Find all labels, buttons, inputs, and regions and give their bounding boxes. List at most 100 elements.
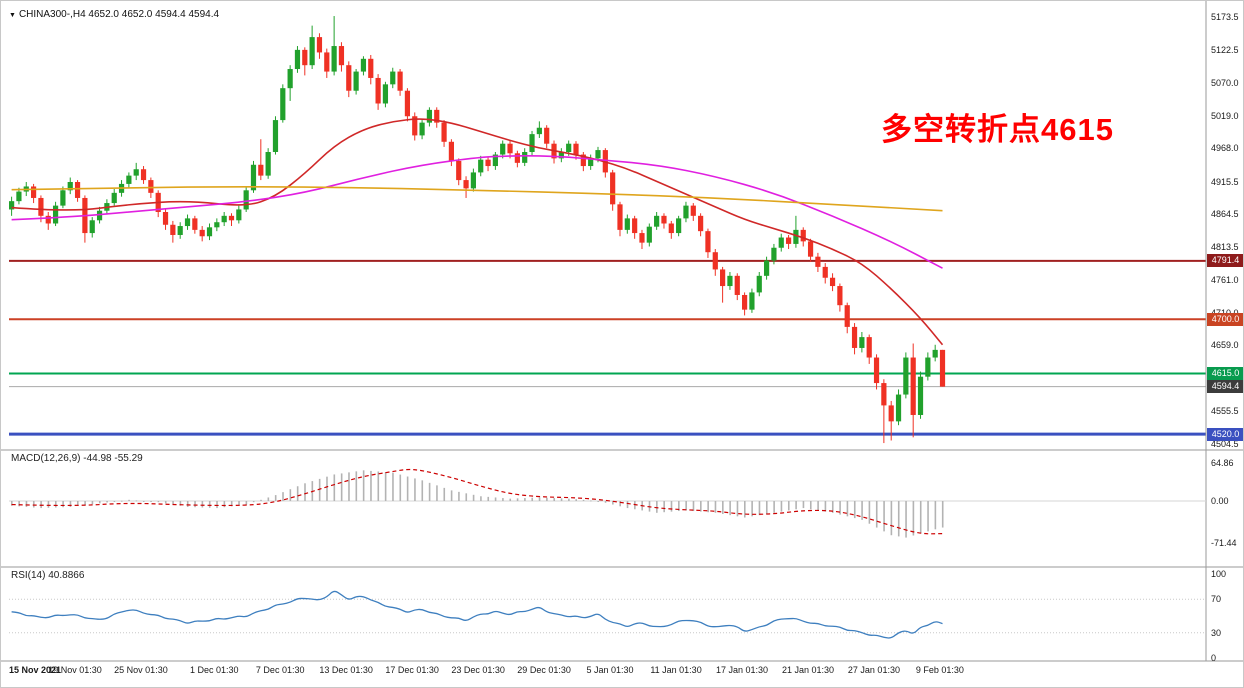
macd-histogram-bar [142, 501, 145, 502]
macd-histogram-bar [282, 492, 284, 501]
time-axis-label: 17 Dec 01:30 [385, 665, 439, 675]
macd-histogram-bar [604, 501, 607, 503]
candle-body [536, 127, 542, 135]
candle-body [331, 46, 337, 72]
candle-body [873, 357, 880, 384]
symbol-ohlc-text: CHINA300-,H4 4652.0 4652.0 4594.4 4594.4 [18, 9, 220, 20]
candle-body [617, 204, 623, 230]
candle-body [500, 143, 506, 155]
macd-histogram-bar [809, 501, 812, 510]
macd-histogram-bar [707, 501, 709, 513]
axis-label: 4915.5 [1211, 176, 1239, 187]
candle-body [456, 160, 462, 181]
candle-body [624, 218, 630, 230]
candle-body [463, 180, 469, 189]
candle-body [426, 109, 433, 123]
candle-body [580, 154, 586, 167]
macd-histogram-bar [480, 496, 482, 501]
macd-histogram-bar [208, 501, 211, 508]
candle-body [404, 90, 411, 117]
rsi-label: RSI(14) 40.8866 [11, 570, 85, 581]
candle-body [228, 215, 235, 221]
time-axis-label: 1 Dec 01:30 [189, 665, 239, 675]
macd-histogram-bar [172, 501, 174, 505]
candle-body [837, 286, 843, 306]
candle-body [309, 37, 315, 66]
candle-body [720, 269, 726, 287]
time-axis-label: 23 Dec 01:30 [451, 665, 505, 675]
candle-body [316, 37, 323, 53]
macd-histogram-bar [370, 470, 372, 501]
price-badge: 4594.4 [1207, 380, 1243, 394]
macd-histogram-bar [927, 501, 929, 532]
candle-body [822, 266, 828, 278]
axis-label: 4761.0 [1211, 275, 1239, 286]
symbol-ohlc-label: ▼ CHINA300-,H4 4652.0 4652.0 4594.4 4594.… [9, 9, 219, 20]
candle-body [632, 218, 638, 234]
macd-histogram-bar [223, 501, 226, 508]
candle-body [522, 152, 528, 163]
macd-histogram-bar [839, 501, 841, 515]
time-axis-label: 15 Nov 2021 [9, 665, 62, 675]
macd-histogram-bar [348, 472, 350, 501]
price-badge: 4520.0 [1207, 427, 1243, 441]
axis-label: 30 [1211, 627, 1222, 638]
macd-histogram-bar [875, 501, 878, 528]
macd-histogram-bar [546, 497, 548, 501]
candle-body [514, 153, 520, 163]
macd-histogram-bar [47, 501, 50, 508]
macd-histogram-bar [780, 501, 783, 512]
time-axis-label: 19 Nov 01:30 [48, 665, 102, 675]
candle-body [9, 201, 15, 210]
macd-histogram-bar [670, 501, 673, 512]
candle-body [434, 109, 440, 123]
macd-histogram-bar [384, 472, 387, 501]
candle-body [815, 256, 821, 267]
candle-body [243, 190, 249, 210]
macd-histogram-bar [443, 487, 446, 501]
candle-body [221, 215, 227, 223]
macd-histogram-bar [32, 501, 35, 508]
candle-body [184, 218, 191, 227]
time-axis-label: 25 Nov 01:30 [114, 665, 168, 675]
macd-histogram-bar [590, 500, 592, 502]
rsi-line [11, 590, 943, 639]
candle-body [170, 224, 176, 235]
axis-label: 5122.5 [1211, 44, 1239, 55]
candle-body [485, 159, 491, 167]
candle-body [639, 233, 645, 243]
candle-body [67, 182, 73, 191]
candle-body [566, 143, 572, 153]
candle-body [529, 134, 535, 153]
macd-signal-line [11, 468, 943, 535]
time-axis-label: 9 Feb 01:30 [915, 665, 964, 675]
macd-histogram-bar [905, 501, 907, 538]
macd-histogram-bar [406, 476, 409, 501]
price-axis[interactable] [1206, 1, 1243, 661]
candle-body [272, 120, 279, 153]
macd-histogram-bar [897, 501, 900, 537]
macd-histogram-bar [179, 501, 182, 506]
macd-histogram-bar [25, 501, 28, 507]
candle-body [888, 405, 894, 422]
candle-body [250, 164, 257, 191]
candle-body [800, 229, 806, 242]
axis-label: 5173.5 [1211, 12, 1239, 22]
candle-body [74, 182, 81, 198]
macd-histogram-bar [685, 501, 687, 511]
macd-histogram-bar [113, 501, 116, 502]
macd-histogram-bar [355, 471, 358, 501]
macd-histogram-bar [91, 501, 94, 505]
time-axis-label: 21 Jan 01:30 [781, 665, 834, 675]
candle-body [903, 357, 909, 395]
macd-histogram-bar [450, 490, 453, 501]
macd-histogram-bar [831, 501, 834, 513]
macd-histogram-bar [919, 501, 922, 534]
time-axis[interactable]: 15 Nov 2021 19 Nov 01:30 25 Nov 01:30 1 Dec… [1, 665, 1243, 687]
candle-body [492, 154, 498, 167]
macd-histogram-bar [260, 499, 262, 501]
macd-histogram-bar [516, 498, 519, 501]
candle-body [206, 227, 213, 237]
